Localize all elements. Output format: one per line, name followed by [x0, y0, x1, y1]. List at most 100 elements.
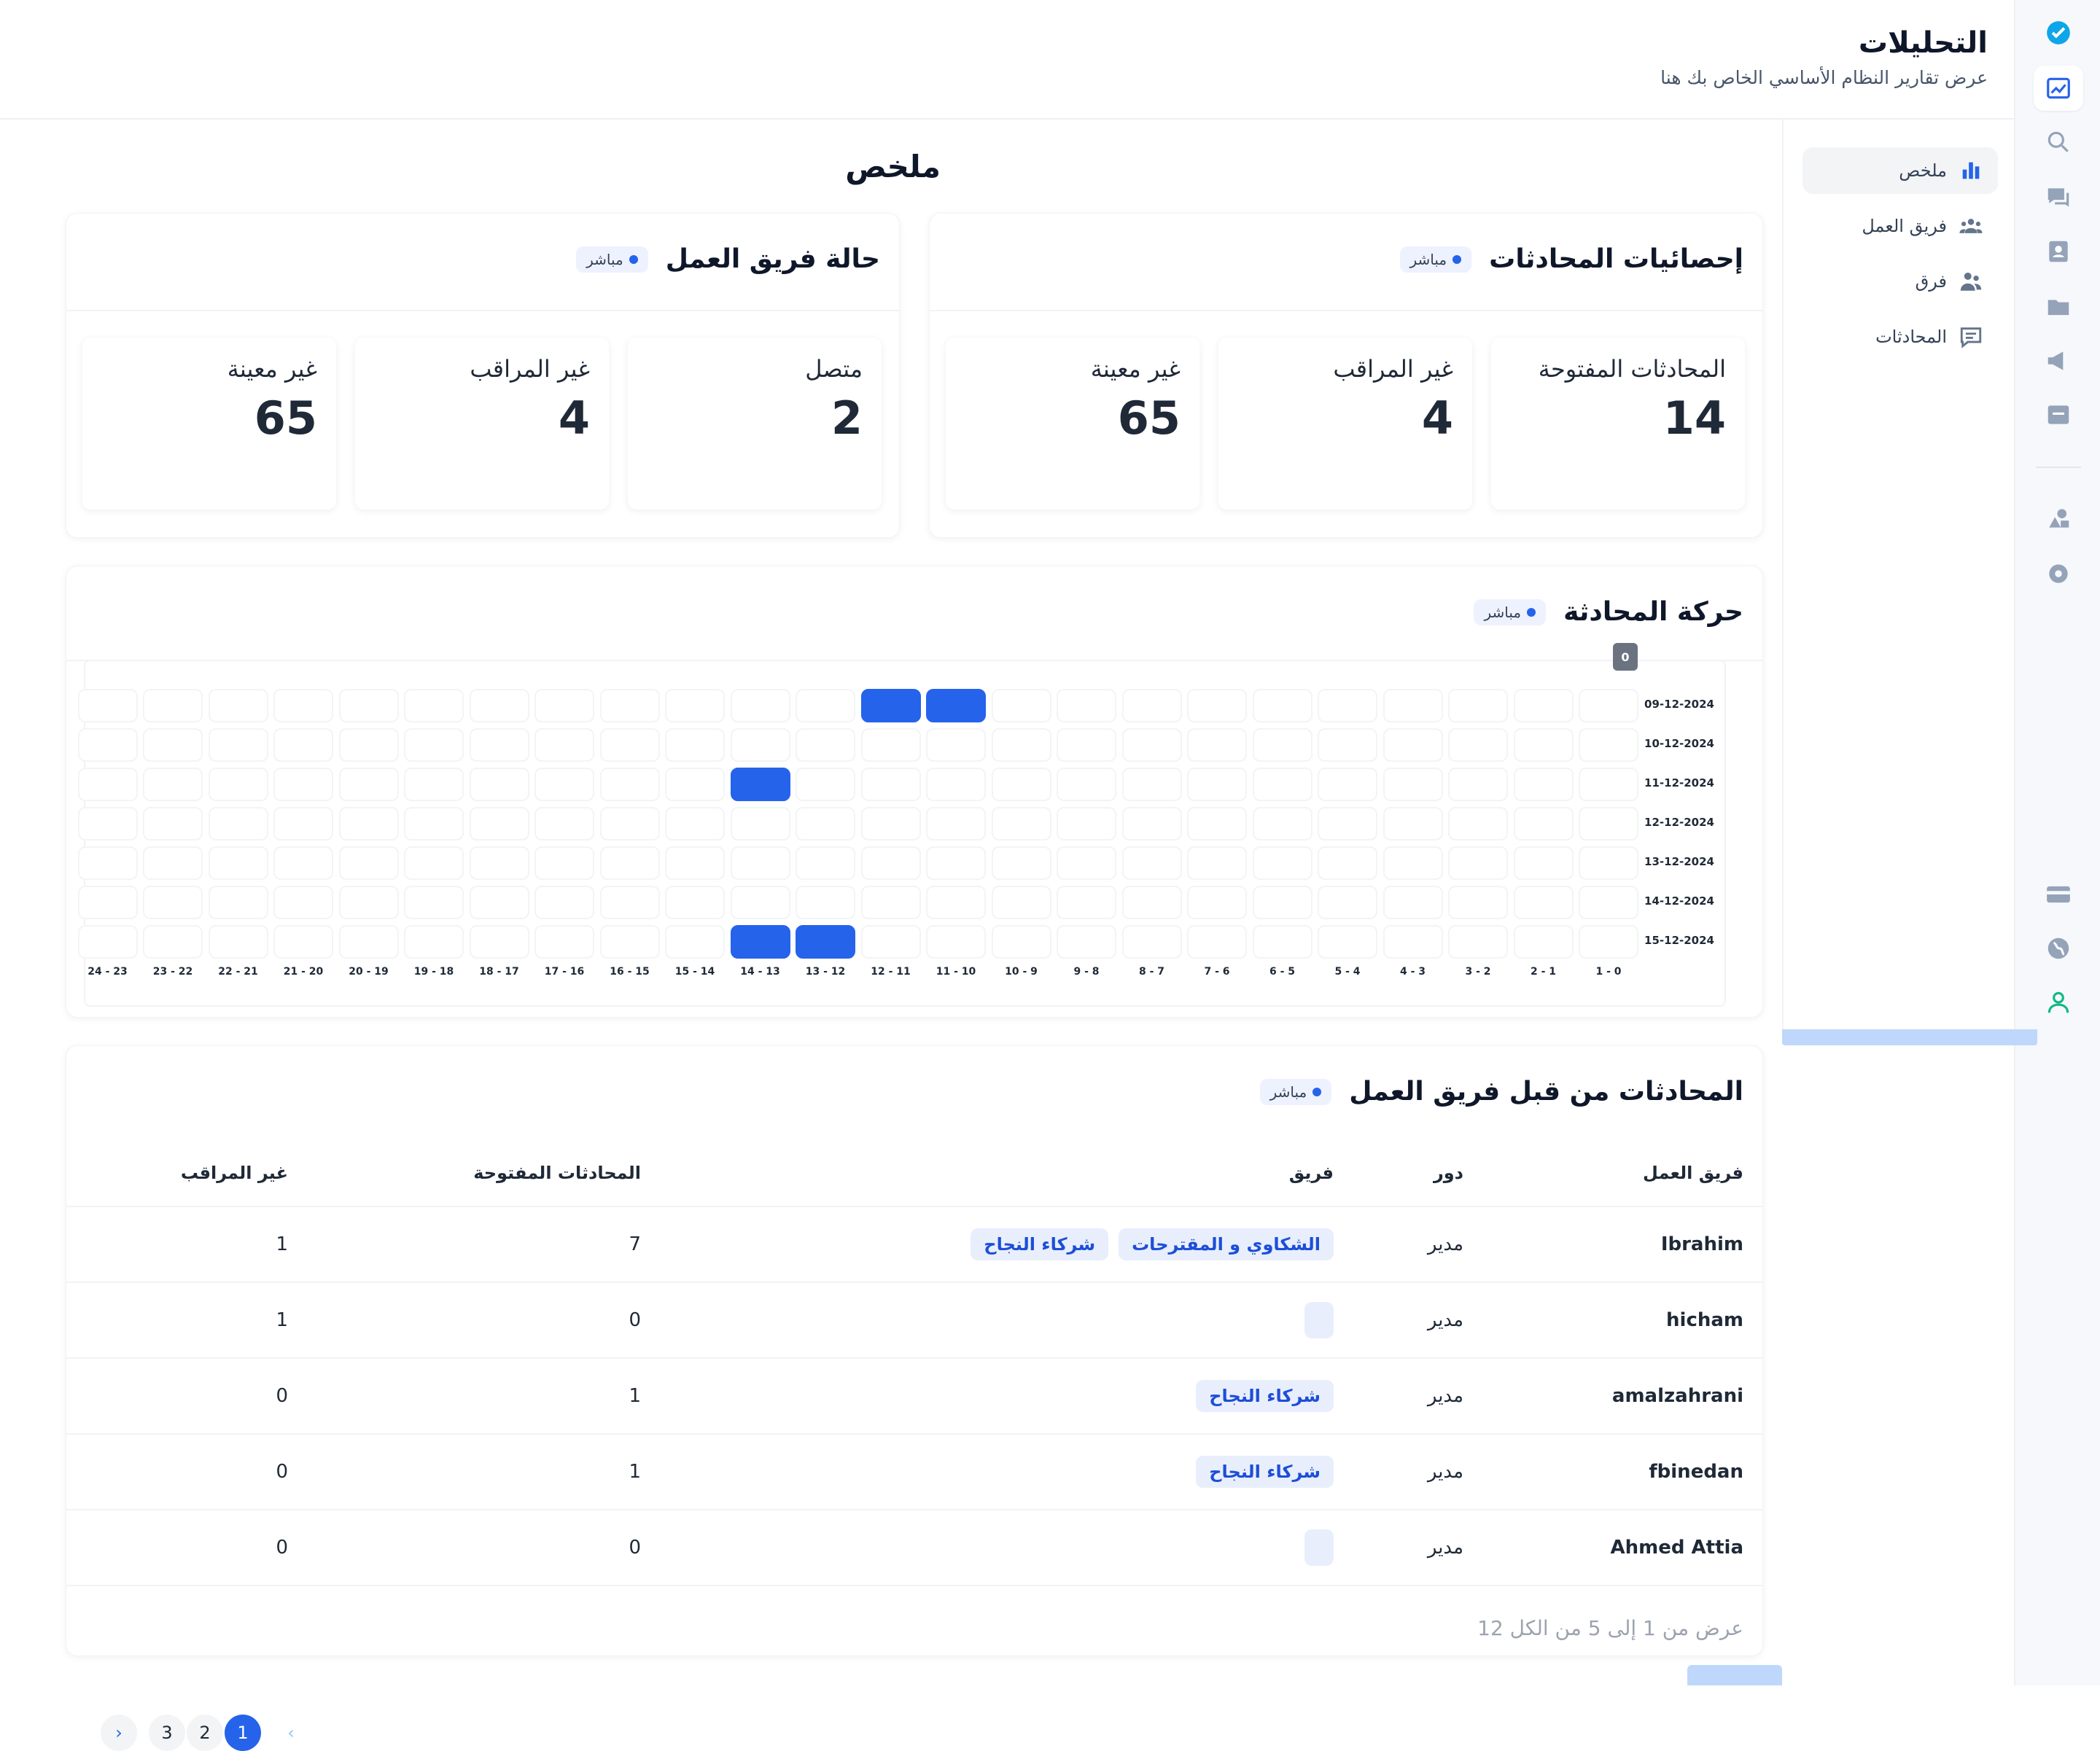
heatmap-cell[interactable]: [1187, 846, 1247, 880]
heatmap-cell[interactable]: [991, 925, 1051, 959]
heatmap-cell[interactable]: [860, 925, 921, 959]
heatmap-cell[interactable]: [534, 728, 594, 762]
heatmap-cell[interactable]: [1513, 768, 1574, 801]
heatmap-cell[interactable]: [77, 925, 138, 959]
table-row[interactable]: fbinedan مدير شركاء النجاح 1 0: [66, 1434, 1762, 1510]
heatmap-cell[interactable]: [338, 925, 399, 959]
heatmap-cell[interactable]: [991, 728, 1051, 762]
heatmap-cell[interactable]: [1057, 728, 1116, 762]
heatmap-cell[interactable]: [1513, 925, 1574, 959]
heatmap-cell[interactable]: [77, 689, 138, 722]
heatmap-cell[interactable]: [338, 846, 399, 880]
heatmap-cell[interactable]: [143, 925, 203, 959]
heatmap-cell[interactable]: [926, 925, 986, 959]
heatmap-cell[interactable]: [534, 768, 594, 801]
heatmap-cell[interactable]: [1057, 886, 1116, 919]
heatmap-cell[interactable]: [534, 925, 594, 959]
heatmap-cell[interactable]: [273, 807, 333, 841]
heatmap-cell[interactable]: [1448, 728, 1508, 762]
heatmap-cell[interactable]: [273, 689, 333, 722]
heatmap-cell[interactable]: [1121, 768, 1182, 801]
heatmap-cell[interactable]: [1057, 846, 1116, 880]
heatmap-cell[interactable]: [404, 768, 464, 801]
column-header[interactable]: غير المراقب: [66, 1139, 307, 1207]
heatmap-cell[interactable]: [1448, 807, 1508, 841]
bottom-scroll-indicator[interactable]: [1687, 1665, 1782, 1685]
heatmap-cell[interactable]: [143, 886, 203, 919]
heatmap-cell[interactable]: [1579, 925, 1638, 959]
heatmap-cell[interactable]: [273, 846, 333, 880]
heatmap-cell[interactable]: [1382, 807, 1443, 841]
heatmap-cell[interactable]: [469, 807, 529, 841]
heatmap-cell[interactable]: [730, 689, 790, 722]
team-tag[interactable]: شركاء النجاح: [971, 1228, 1109, 1260]
heatmap-cell[interactable]: [1318, 807, 1377, 841]
heatmap-cell[interactable]: [208, 689, 268, 722]
heatmap-cell[interactable]: [1513, 728, 1574, 762]
heatmap-cell[interactable]: [1513, 689, 1574, 722]
chat-nav-button[interactable]: [2034, 175, 2083, 220]
heatmap-cell[interactable]: [469, 925, 529, 959]
heatmap-cell[interactable]: [143, 768, 203, 801]
column-header[interactable]: فريق العمل: [1482, 1139, 1762, 1207]
heatmap-cell[interactable]: [1382, 689, 1443, 722]
heatmap-cell[interactable]: [1513, 846, 1574, 880]
heatmap-cell[interactable]: [1318, 728, 1377, 762]
heatmap-cell[interactable]: [534, 886, 594, 919]
table-row[interactable]: amalzahrani مدير شركاء النجاح 1 0: [66, 1358, 1762, 1435]
heatmap-cell[interactable]: [1187, 689, 1247, 722]
heatmap-cell[interactable]: [338, 886, 399, 919]
heatmap-cell[interactable]: [1579, 846, 1638, 880]
heatmap-cell[interactable]: [599, 846, 660, 880]
heatmap-cell[interactable]: [208, 886, 268, 919]
heatmap-cell[interactable]: [273, 768, 333, 801]
heatmap-cell[interactable]: [1121, 728, 1182, 762]
heatmap-cell[interactable]: [143, 728, 203, 762]
heatmap-cell[interactable]: [338, 728, 399, 762]
heatmap-cell[interactable]: [1057, 925, 1116, 959]
heatmap-cell[interactable]: [1382, 768, 1443, 801]
folder-nav-button[interactable]: [2034, 284, 2083, 329]
heatmap-cell[interactable]: [926, 846, 986, 880]
heatmap-cell[interactable]: [404, 689, 464, 722]
heatmap-cell[interactable]: [1252, 846, 1312, 880]
table-row[interactable]: Ibrahim مدير الشكاوي و المقترحات شركاء النج…: [66, 1206, 1762, 1283]
heatmap-cell[interactable]: [338, 768, 399, 801]
heatmap-cell[interactable]: [730, 807, 790, 841]
heatmap-cell[interactable]: [860, 768, 921, 801]
profile-nav-button[interactable]: [2034, 980, 2083, 1025]
heatmap-cell[interactable]: [77, 846, 138, 880]
heatmap-cell[interactable]: [1187, 886, 1247, 919]
heatmap-cell[interactable]: [599, 728, 660, 762]
heatmap-cell[interactable]: [1187, 925, 1247, 959]
column-header[interactable]: فريق: [660, 1139, 1353, 1207]
heatmap-cell[interactable]: [599, 807, 660, 841]
heatmap-cell[interactable]: [534, 846, 594, 880]
analytics-nav-button[interactable]: [2034, 66, 2083, 111]
heatmap-cell[interactable]: [860, 689, 921, 722]
heatmap-cell[interactable]: [599, 925, 660, 959]
heatmap-cell[interactable]: [273, 728, 333, 762]
heatmap-cell[interactable]: [1252, 807, 1312, 841]
heatmap-cell[interactable]: [991, 846, 1051, 880]
heatmap-cell[interactable]: [1057, 807, 1116, 841]
heatmap-cell[interactable]: [208, 846, 268, 880]
heatmap-cell[interactable]: [469, 689, 529, 722]
heatmap-cell[interactable]: [1252, 886, 1312, 919]
heatmap-cell[interactable]: [1448, 925, 1508, 959]
heatmap-cell[interactable]: [599, 886, 660, 919]
heatmap-cell[interactable]: [665, 886, 725, 919]
heatmap-cell[interactable]: [77, 768, 138, 801]
heatmap-cell[interactable]: [1057, 689, 1116, 722]
heatmap-cell[interactable]: [1448, 768, 1508, 801]
inbox-nav-button[interactable]: [2034, 392, 2083, 437]
heatmap-cell[interactable]: [1252, 768, 1312, 801]
heatmap-cell[interactable]: [1057, 768, 1116, 801]
heatmap-cell[interactable]: [796, 728, 855, 762]
shapes-nav-button[interactable]: [2034, 496, 2083, 541]
heatmap-cell[interactable]: [730, 768, 790, 801]
heatmap-cell[interactable]: [1513, 886, 1574, 919]
heatmap-cell[interactable]: [796, 807, 855, 841]
heatmap-cell[interactable]: [404, 728, 464, 762]
page-button[interactable]: 3: [149, 1715, 185, 1751]
